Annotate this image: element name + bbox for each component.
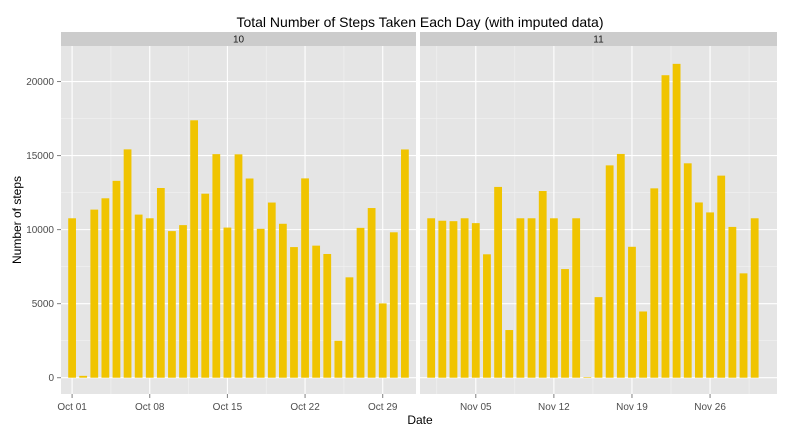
- bar: [290, 247, 298, 378]
- x-tick-label: Nov 26: [694, 402, 726, 413]
- bar: [438, 220, 447, 378]
- bar: [278, 223, 287, 378]
- bar: [739, 273, 748, 378]
- x-tick-label: Oct 08: [135, 402, 165, 413]
- bar: [256, 228, 265, 378]
- x-axis-label: Date: [407, 413, 433, 427]
- bar: [401, 149, 409, 378]
- bar: [750, 218, 759, 378]
- x-tick-label: Oct 22: [290, 402, 320, 413]
- bar: [90, 209, 99, 378]
- bar: [460, 218, 469, 378]
- bar: [605, 165, 614, 378]
- bar: [101, 198, 110, 378]
- bar: [717, 175, 726, 378]
- bar: [223, 227, 232, 378]
- bar: [345, 277, 354, 378]
- bar: [683, 163, 692, 378]
- bar: [628, 246, 636, 378]
- x-tick-label: Nov 19: [616, 402, 648, 413]
- bar: [505, 330, 514, 378]
- bar: [695, 202, 703, 378]
- bar: [79, 375, 88, 378]
- bar: [301, 178, 309, 378]
- bar: [427, 218, 436, 378]
- bar: [728, 226, 737, 378]
- bar: [449, 221, 458, 378]
- bar: [661, 75, 670, 378]
- bar: [212, 154, 221, 378]
- bar: [323, 253, 332, 378]
- bar: [190, 120, 199, 378]
- bar: [367, 208, 376, 378]
- bar: [572, 218, 581, 378]
- y-tick-label: 0: [48, 373, 54, 384]
- bar: [389, 232, 398, 378]
- facet-strip-label: 10: [233, 35, 245, 46]
- y-tick-label: 20000: [26, 77, 54, 88]
- bar: [538, 191, 547, 378]
- bar: [527, 218, 536, 378]
- x-tick-label: Nov 05: [460, 402, 492, 413]
- y-tick-label: 15000: [26, 151, 54, 162]
- y-tick-label: 10000: [26, 225, 54, 236]
- bar: [583, 377, 592, 378]
- y-tick-label: 5000: [32, 299, 55, 310]
- bar: [201, 193, 210, 378]
- bar: [561, 269, 569, 378]
- bar: [156, 187, 165, 378]
- facet-strip: [420, 32, 777, 46]
- bar: [549, 218, 558, 378]
- bar: [650, 188, 659, 378]
- bar: [356, 227, 365, 378]
- bar: [471, 223, 480, 378]
- bar: [594, 297, 603, 378]
- bar: [483, 254, 491, 378]
- bar: [234, 154, 243, 378]
- bar: [134, 214, 143, 378]
- x-tick-label: Nov 12: [538, 402, 570, 413]
- bar: [706, 212, 714, 378]
- bar: [168, 231, 176, 378]
- bar: [616, 153, 625, 378]
- bar: [123, 149, 132, 378]
- bar: [179, 225, 187, 378]
- bar: [672, 63, 681, 378]
- x-tick-label: Oct 01: [57, 402, 87, 413]
- facet-strip: [61, 32, 416, 46]
- bar: [639, 311, 648, 378]
- bar: [334, 340, 343, 378]
- bar: [267, 202, 276, 378]
- facet-strip-label: 11: [593, 35, 604, 46]
- x-tick-label: Oct 15: [213, 402, 243, 413]
- y-axis-label: Number of steps: [10, 176, 24, 264]
- bar: [112, 180, 121, 378]
- bar: [378, 303, 387, 378]
- bar: [68, 218, 76, 378]
- bar: [516, 218, 525, 378]
- bar: [245, 178, 254, 378]
- bar: [494, 186, 502, 378]
- chart-title: Total Number of Steps Taken Each Day (wi…: [236, 14, 603, 30]
- x-tick-label: Oct 29: [368, 402, 398, 413]
- bar: [145, 218, 154, 378]
- bar: [312, 245, 321, 378]
